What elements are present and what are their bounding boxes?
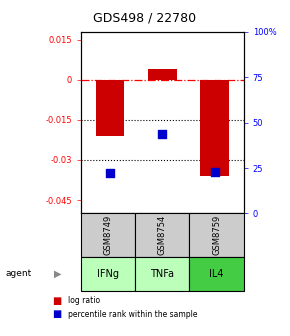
Text: ▶: ▶: [54, 269, 62, 279]
Text: GSM8754: GSM8754: [158, 215, 167, 255]
Text: GDS498 / 22780: GDS498 / 22780: [93, 12, 197, 25]
Text: percentile rank within the sample: percentile rank within the sample: [68, 310, 198, 319]
Text: ■: ■: [52, 296, 61, 306]
Bar: [96, 80, 124, 136]
Bar: [200, 80, 229, 176]
Text: IL4: IL4: [209, 269, 224, 279]
Point: [108, 171, 112, 176]
Text: TNFa: TNFa: [151, 269, 174, 279]
Text: GSM8759: GSM8759: [212, 215, 221, 255]
Bar: [189, 257, 244, 291]
Bar: [135, 213, 189, 257]
Text: log ratio: log ratio: [68, 296, 100, 305]
Point: [160, 131, 165, 136]
Text: ■: ■: [52, 309, 61, 319]
Bar: [189, 213, 244, 257]
Text: GSM8749: GSM8749: [104, 215, 113, 255]
Bar: [135, 257, 189, 291]
Point: [213, 169, 217, 174]
Text: IFNg: IFNg: [97, 269, 119, 279]
Bar: [81, 213, 135, 257]
Text: agent: agent: [6, 269, 32, 278]
Bar: [148, 69, 177, 80]
Bar: [81, 257, 135, 291]
